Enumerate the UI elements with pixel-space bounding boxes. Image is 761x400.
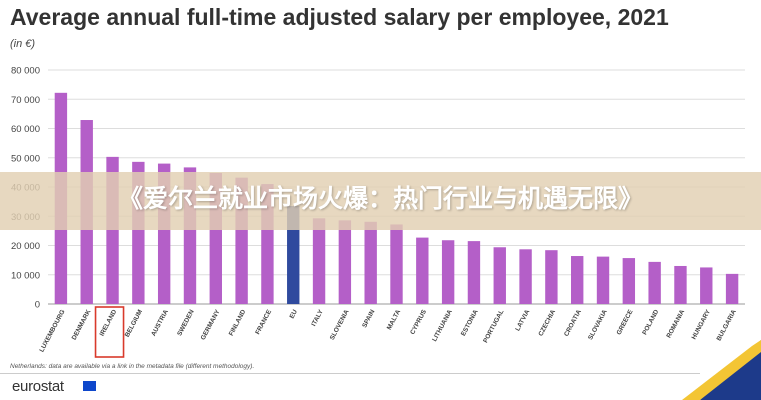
footer-divider xyxy=(0,373,700,374)
bar-italy xyxy=(312,218,326,304)
bar-malta xyxy=(390,224,403,304)
overlay-banner xyxy=(0,172,761,230)
bar-romania xyxy=(674,265,687,304)
chart-title: Average annual full-time adjusted salary… xyxy=(10,4,669,30)
bar-poland xyxy=(648,261,661,304)
corner-yellow-shape xyxy=(682,340,761,400)
x-tick-label: EU xyxy=(289,308,300,320)
highlight-box xyxy=(94,306,125,358)
bar-latvia xyxy=(519,249,532,304)
bar-croatia xyxy=(571,256,584,304)
bar-slovakia xyxy=(596,256,610,304)
y-tick-label: 10 000 xyxy=(11,270,40,281)
bar-lithuania xyxy=(441,240,455,304)
bar-portugal xyxy=(493,247,506,304)
bar-spain xyxy=(364,221,377,304)
bar-hungary xyxy=(700,267,713,304)
bar-estonia xyxy=(467,241,481,304)
bar-slovenia xyxy=(338,220,352,304)
bar-greece xyxy=(622,258,636,304)
eurostat-logo: eurostat xyxy=(12,378,64,395)
y-tick-label: 20 000 xyxy=(11,241,40,252)
y-tick-label: 70 000 xyxy=(11,95,40,106)
eu-flag-icon xyxy=(83,381,96,391)
bar-eu xyxy=(287,206,300,304)
bar-bulgaria xyxy=(725,273,739,304)
y-tick-label: 50 000 xyxy=(11,153,40,164)
bar-czechia xyxy=(545,250,558,304)
y-tick-label: 0 xyxy=(35,300,40,311)
y-tick-label: 60 000 xyxy=(11,124,40,135)
overlay-banner-text: 《爱尔兰就业市场火爆：热门行业与机遇无限》 xyxy=(117,184,643,213)
bar-cyprus xyxy=(416,237,429,304)
footnote: Netherlands: data are available via a li… xyxy=(10,363,255,370)
y-tick-label: 80 000 xyxy=(11,66,40,77)
unit-label: (in €) xyxy=(10,38,36,50)
